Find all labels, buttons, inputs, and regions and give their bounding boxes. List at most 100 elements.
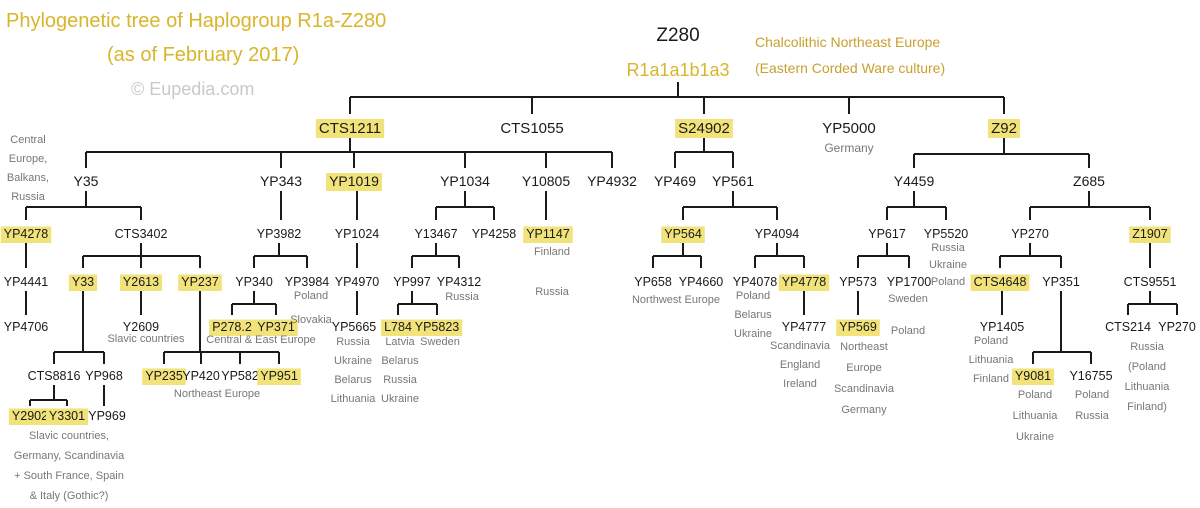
- snp-label: L784: [384, 320, 412, 334]
- snp-node-yp582: YP582: [221, 369, 259, 383]
- root-isogg-label: R1a1a1b1a3: [626, 60, 729, 80]
- snp-node-y2609: Y2609: [123, 320, 159, 334]
- snp-node-yp1700: YP1700: [887, 275, 932, 289]
- snp-label: CTS4648: [974, 275, 1027, 289]
- snp-node-yp1024: YP1024: [335, 227, 380, 241]
- snp-label: P278.2: [212, 320, 252, 334]
- snp-node-s24902: S24902: [675, 119, 733, 138]
- snp-highlight: [209, 319, 255, 336]
- region-note-yp1700: Sweden Poland: [888, 293, 928, 337]
- diagram-subtitle: (as of February 2017): [107, 44, 300, 66]
- snp-node-yp951: YP951: [257, 368, 301, 385]
- snp-node-y33: Y33: [68, 274, 98, 291]
- snp-label: YP4970: [335, 275, 380, 289]
- snp-label: YP564: [664, 227, 702, 241]
- snp-label: YP4660: [679, 275, 724, 289]
- snp-node-yp340: YP340: [235, 275, 273, 289]
- snp-label: YP235: [145, 369, 183, 383]
- snp-node-cts1211: CTS1211: [315, 119, 385, 138]
- region-note-yp1147: Finland Russia: [534, 246, 570, 298]
- snp-label: Y3301: [49, 409, 85, 423]
- snp-label: Z685: [1073, 173, 1105, 189]
- snp-label: YP1700: [887, 275, 932, 289]
- region-note-yp5823: Sweden: [420, 336, 460, 348]
- snp-node-yp371: YP371: [254, 319, 298, 336]
- snp-node-yp5000: YP5000: [822, 120, 875, 137]
- snp-label: YP4078: [733, 275, 778, 289]
- snp-label: CTS214: [1105, 320, 1151, 334]
- snp-label: Y2609: [123, 320, 159, 334]
- region-note-y16755: Poland Russia: [1075, 389, 1110, 422]
- snp-label: CTS9551: [1124, 275, 1177, 289]
- snp-label: Y35: [74, 173, 99, 189]
- snp-label: YP5823: [415, 320, 460, 334]
- snp-label: YP4706: [4, 320, 49, 334]
- snp-label: YP582: [221, 369, 259, 383]
- snp-label: YP5520: [924, 227, 969, 241]
- snp-highlight: [675, 119, 733, 138]
- snp-node-yp469: YP469: [654, 173, 696, 189]
- snp-label: YP1405: [980, 320, 1025, 334]
- region-note-y2902: Slavic countries, Germany, Scandinavia + S…: [14, 430, 125, 502]
- region-note-cts214: Russia (Poland Lithuania Finland): [1125, 341, 1171, 413]
- snp-label: YP569: [839, 320, 877, 334]
- snp-node-y35: Y35: [74, 173, 99, 189]
- snp-highlight: [8, 408, 52, 425]
- region-note-yp1405: Poland Lithuania Finland: [969, 335, 1015, 385]
- snp-node-y3301: Y3301: [45, 408, 89, 425]
- snp-label: YP3982: [257, 227, 302, 241]
- snp-node-yp569: YP569: [836, 319, 880, 336]
- snp-highlight: [778, 274, 830, 291]
- snp-highlight: [1129, 226, 1171, 243]
- snp-highlight: [254, 319, 298, 336]
- snp-node-yp351: YP351: [1042, 275, 1080, 289]
- snp-node-yp4078: YP4078: [733, 275, 778, 289]
- region-note-yp5520: Russia Ukraine Poland: [929, 242, 967, 288]
- snp-node-yp4278: YP4278: [0, 226, 52, 243]
- tree-notes: Germany Central Europe, Balkans, Russia Finla…: [7, 134, 1170, 502]
- snp-label: YP1147: [526, 227, 570, 241]
- snp-highlight: [142, 368, 186, 385]
- snp-label: YP3984: [285, 275, 330, 289]
- snp-node-y4459: Y4459: [894, 173, 935, 189]
- snp-label: YP951: [260, 369, 298, 383]
- snp-label: YP4778: [782, 275, 827, 289]
- snp-label: CTS1211: [319, 120, 381, 137]
- snp-highlight: [1011, 368, 1055, 385]
- snp-label: YP237: [181, 275, 219, 289]
- tree-nodes: CTS1211 CTS1055 S24902 YP5000 Z92 Y35 YP343 YP1…: [0, 119, 1196, 425]
- snp-highlight: [988, 119, 1020, 138]
- snp-label: YP371: [257, 320, 295, 334]
- region-note-yp569: Northeast Europe Scandinavia Germany: [834, 341, 895, 416]
- snp-label: CTS3402: [115, 227, 168, 241]
- snp-highlight: [326, 173, 382, 191]
- snp-node-yp4970: YP4970: [335, 275, 380, 289]
- snp-label: YP4777: [782, 320, 827, 334]
- snp-node-yp1147: YP1147: [523, 226, 573, 243]
- snp-label: Y4459: [894, 173, 935, 189]
- snp-node-yp564: YP564: [661, 226, 705, 243]
- snp-highlight: [661, 226, 705, 243]
- snp-label: S24902: [678, 120, 730, 137]
- snp-label: YP997: [393, 275, 431, 289]
- snp-label: YP617: [868, 227, 906, 241]
- snp-label: YP340: [235, 275, 273, 289]
- snp-node-cts8816: CTS8816: [28, 369, 81, 383]
- snp-node-yp4441: YP4441: [4, 275, 49, 289]
- snp-node-yp237: YP237: [178, 274, 222, 291]
- snp-node-yp997: YP997: [393, 275, 431, 289]
- snp-label: YP573: [839, 275, 877, 289]
- snp-label: CTS8816: [28, 369, 81, 383]
- snp-node-yp573: YP573: [839, 275, 877, 289]
- diagram-title: Phylogenetic tree of Haplogroup R1a-Z280: [6, 10, 387, 32]
- snp-node-yp4932: YP4932: [587, 173, 637, 189]
- snp-highlight: [45, 408, 89, 425]
- snp-label: YP420: [182, 369, 220, 383]
- culture-label-line2: (Eastern Corded Ware culture): [755, 60, 946, 76]
- snp-node-y9081: Y9081: [1011, 368, 1055, 385]
- snp-node-y10805: Y10805: [522, 173, 570, 189]
- snp-node-yp3984: YP3984: [285, 275, 330, 289]
- snp-highlight: [257, 368, 301, 385]
- snp-label: Y33: [72, 275, 94, 289]
- snp-node-yp5823: YP5823: [411, 319, 463, 336]
